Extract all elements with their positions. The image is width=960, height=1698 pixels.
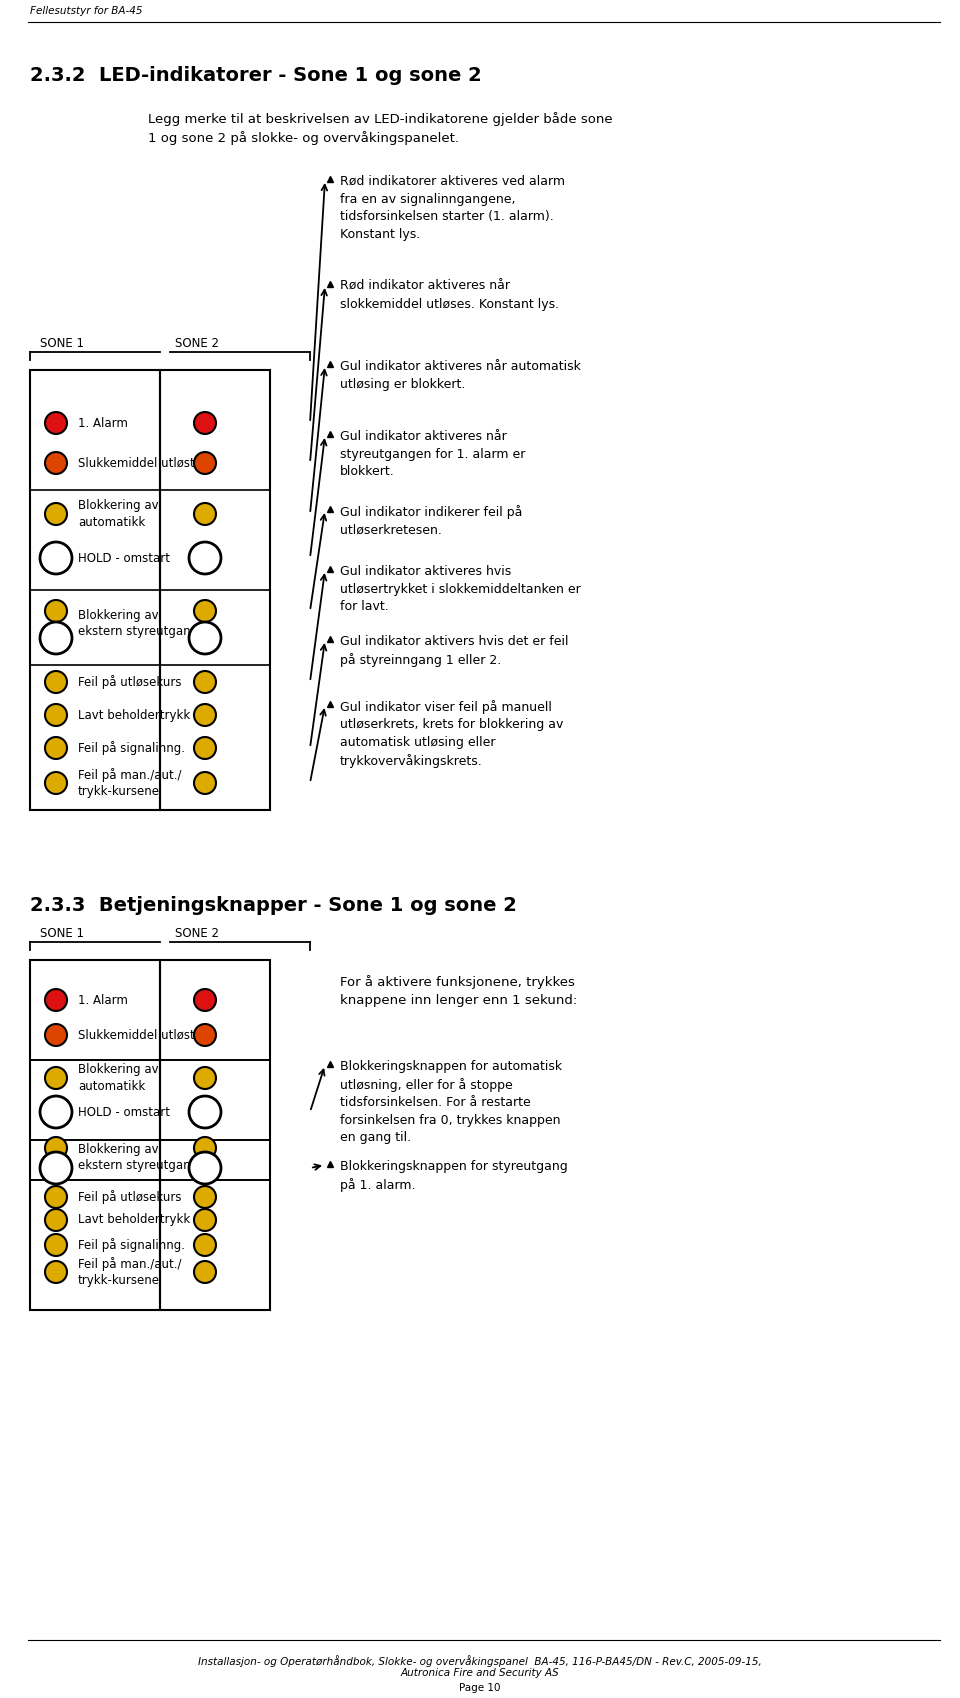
- Circle shape: [194, 773, 216, 795]
- Circle shape: [40, 1095, 72, 1127]
- Text: SONE 2: SONE 2: [175, 927, 219, 941]
- Text: 1. Alarm: 1. Alarm: [78, 993, 128, 1007]
- Text: Gul indikator aktiveres når automatisk
utløsing er blokkert.: Gul indikator aktiveres når automatisk u…: [340, 360, 581, 391]
- Circle shape: [45, 773, 67, 795]
- Circle shape: [194, 1209, 216, 1231]
- Bar: [160, 959, 270, 1309]
- Circle shape: [189, 1151, 221, 1184]
- Text: Feil på signalinng.: Feil på signalinng.: [78, 740, 185, 756]
- Circle shape: [194, 737, 216, 759]
- Text: Feil på man./aut./
trykk-kursene: Feil på man./aut./ trykk-kursene: [78, 767, 181, 798]
- Text: Autronica Fire and Security AS: Autronica Fire and Security AS: [400, 1667, 560, 1678]
- Text: Blokkeringsknappen for automatisk
utløsning, eller for å stoppe
tidsforsinkelsen: Blokkeringsknappen for automatisk utløsn…: [340, 1060, 563, 1144]
- Circle shape: [194, 1185, 216, 1207]
- Text: Gul indikator indikerer feil på
utløserkretesen.: Gul indikator indikerer feil på utløserk…: [340, 504, 522, 537]
- Circle shape: [45, 599, 67, 621]
- Circle shape: [45, 1209, 67, 1231]
- Text: Feil på man./aut./
trykk-kursene: Feil på man./aut./ trykk-kursene: [78, 1257, 181, 1287]
- Text: Slukkemiddel utløst: Slukkemiddel utløst: [78, 1029, 195, 1041]
- Text: Feil på utløsekurs: Feil på utløsekurs: [78, 676, 181, 689]
- Circle shape: [45, 503, 67, 525]
- Text: Blokkering av
ekstern styreutgang: Blokkering av ekstern styreutgang: [78, 1143, 198, 1173]
- Circle shape: [40, 621, 72, 654]
- Circle shape: [189, 1095, 221, 1127]
- Text: Rød indikator aktiveres når
slokkemiddel utløses. Konstant lys.: Rød indikator aktiveres når slokkemiddel…: [340, 280, 559, 311]
- Circle shape: [194, 1262, 216, 1284]
- Text: 2.3.2  LED-indikatorer - Sone 1 og sone 2: 2.3.2 LED-indikatorer - Sone 1 og sone 2: [30, 66, 482, 85]
- Text: Gul indikator aktiveres når
styreutgangen for 1. alarm er
blokkert.: Gul indikator aktiveres når styreutgange…: [340, 430, 525, 479]
- Bar: [160, 370, 270, 810]
- Circle shape: [189, 621, 221, 654]
- Text: SONE 2: SONE 2: [175, 336, 219, 350]
- Circle shape: [194, 671, 216, 693]
- Text: Lavt beholdertrykk: Lavt beholdertrykk: [78, 1214, 190, 1226]
- Circle shape: [45, 1024, 67, 1046]
- Circle shape: [189, 542, 221, 574]
- Circle shape: [194, 705, 216, 727]
- Text: Legg merke til at beskrivelsen av LED-indikatorene gjelder både sone
1 og sone 2: Legg merke til at beskrivelsen av LED-in…: [148, 112, 612, 146]
- Text: Lavt beholdertrykk: Lavt beholdertrykk: [78, 708, 190, 722]
- Circle shape: [45, 452, 67, 474]
- Text: Gul indikator aktivers hvis det er feil
på styreinngang 1 eller 2.: Gul indikator aktivers hvis det er feil …: [340, 635, 568, 667]
- Circle shape: [194, 1234, 216, 1257]
- Text: 1. Alarm: 1. Alarm: [78, 416, 128, 430]
- Text: For å aktivere funksjonene, trykkes
knappene inn lenger enn 1 sekund:: For å aktivere funksjonene, trykkes knap…: [340, 975, 577, 1007]
- Circle shape: [45, 705, 67, 727]
- Text: Blokkering av
ekstern styreutgang: Blokkering av ekstern styreutgang: [78, 610, 198, 638]
- Circle shape: [45, 737, 67, 759]
- Text: Installasjon- og Operatørhåndbok, Slokke- og overvåkingspanel  BA-45, 116-P-BA45: Installasjon- og Operatørhåndbok, Slokke…: [198, 1656, 762, 1667]
- Text: HOLD - omstart: HOLD - omstart: [78, 552, 170, 564]
- Circle shape: [194, 1024, 216, 1046]
- Bar: [30, 370, 160, 810]
- Text: Page 10: Page 10: [459, 1683, 501, 1693]
- Text: Gul indikator viser feil på manuell
utløserkrets, krets for blokkering av
automa: Gul indikator viser feil på manuell utlø…: [340, 700, 564, 767]
- Circle shape: [40, 1151, 72, 1184]
- Circle shape: [45, 988, 67, 1010]
- Circle shape: [45, 1262, 67, 1284]
- Circle shape: [45, 1066, 67, 1088]
- Circle shape: [40, 542, 72, 574]
- Text: SONE 1: SONE 1: [40, 927, 84, 941]
- Circle shape: [194, 988, 216, 1010]
- Text: Fellesutstyr for BA-45: Fellesutstyr for BA-45: [30, 7, 142, 15]
- Circle shape: [45, 671, 67, 693]
- Circle shape: [45, 1234, 67, 1257]
- Circle shape: [194, 599, 216, 621]
- Circle shape: [194, 413, 216, 435]
- Circle shape: [194, 1066, 216, 1088]
- Circle shape: [45, 1185, 67, 1207]
- Text: Slukkemiddel utløst: Slukkemiddel utløst: [78, 457, 195, 470]
- Text: HOLD - omstart: HOLD - omstart: [78, 1105, 170, 1119]
- Text: SONE 1: SONE 1: [40, 336, 84, 350]
- Bar: [30, 959, 160, 1309]
- Text: Blokkeringsknappen for styreutgang
på 1. alarm.: Blokkeringsknappen for styreutgang på 1.…: [340, 1160, 567, 1192]
- Circle shape: [194, 452, 216, 474]
- Text: Feil på utløsekurs: Feil på utløsekurs: [78, 1190, 181, 1204]
- Text: Gul indikator aktiveres hvis
utløsertrykket i slokkemiddeltanken er
for lavt.: Gul indikator aktiveres hvis utløsertryk…: [340, 565, 581, 613]
- Circle shape: [194, 503, 216, 525]
- Circle shape: [45, 1138, 67, 1160]
- Circle shape: [194, 1138, 216, 1160]
- Circle shape: [45, 413, 67, 435]
- Text: Rød indikatorer aktiveres ved alarm
fra en av signalinngangene,
tidsforsinkelsen: Rød indikatorer aktiveres ved alarm fra …: [340, 175, 565, 241]
- Text: Feil på signalinng.: Feil på signalinng.: [78, 1238, 185, 1251]
- Text: Blokkering av
automatikk: Blokkering av automatikk: [78, 499, 158, 528]
- Text: 2.3.3  Betjeningsknapper - Sone 1 og sone 2: 2.3.3 Betjeningsknapper - Sone 1 og sone…: [30, 895, 516, 915]
- Text: Blokkering av
automatikk: Blokkering av automatikk: [78, 1063, 158, 1092]
